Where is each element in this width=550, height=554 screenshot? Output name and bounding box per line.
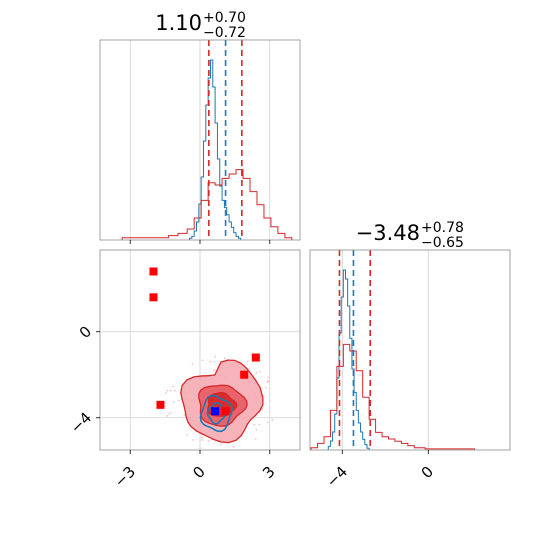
scatter-point xyxy=(172,385,174,388)
param2-title-value: −3.48 xyxy=(356,221,420,245)
red-square-marker xyxy=(149,293,158,302)
scatter-point xyxy=(253,423,256,426)
joint-contour-panel: −3 0 3 −4 0 xyxy=(67,249,301,491)
scatter-point xyxy=(262,395,265,397)
scatter-point xyxy=(183,414,186,416)
scatter-point xyxy=(265,386,267,389)
scatter-point xyxy=(267,380,270,382)
x-tick-label: 0 xyxy=(418,463,437,482)
param2-title-plus: +0.78 xyxy=(421,220,464,236)
histogram-step-red xyxy=(310,343,476,450)
scatter-point xyxy=(266,381,269,383)
blue-square-marker xyxy=(211,407,220,416)
scatter-point xyxy=(173,389,176,392)
scatter-point xyxy=(178,399,180,402)
scatter-point xyxy=(212,369,215,371)
red-square-marker xyxy=(221,407,230,416)
scatter-point xyxy=(209,361,212,363)
red-square-marker xyxy=(149,267,158,276)
scatter-point xyxy=(169,389,172,392)
blue-contour-level xyxy=(206,402,226,425)
scatter-point xyxy=(220,443,222,446)
scatter-point xyxy=(266,421,269,423)
scatter-point xyxy=(269,399,271,402)
scatter-point xyxy=(166,389,169,392)
red-square-marker xyxy=(240,370,249,379)
scatter-point xyxy=(166,415,168,417)
histogram-step-red xyxy=(121,169,293,240)
param2-title-minus: −0.65 xyxy=(421,235,464,251)
histogram-step-blue xyxy=(189,59,242,240)
histogram-step-blue xyxy=(327,269,370,450)
y-tick-label: 0 xyxy=(76,323,95,342)
scatter-point xyxy=(186,434,188,436)
blue-contour-level xyxy=(199,394,233,433)
panel-frame xyxy=(309,249,511,451)
scatter-point xyxy=(170,411,172,414)
scatter-point xyxy=(207,439,210,442)
x-tick-label: −3 xyxy=(111,463,139,491)
y-tick-label: −4 xyxy=(67,409,95,437)
scatter-point xyxy=(267,376,270,379)
scatter-point xyxy=(255,428,258,431)
scatter-point xyxy=(261,407,264,410)
scatter-point xyxy=(191,363,194,365)
scatter-point xyxy=(271,419,274,421)
scatter-point xyxy=(192,439,194,441)
scatter-point xyxy=(172,401,175,403)
x-tick-label: 3 xyxy=(259,463,278,482)
scatter-point xyxy=(201,436,203,439)
red-square-marker xyxy=(251,353,260,362)
scatter-point xyxy=(258,423,261,426)
scatter-point xyxy=(258,371,261,373)
scatter-point xyxy=(201,359,204,362)
scatter-point xyxy=(201,439,203,441)
scatter-point xyxy=(246,360,249,363)
x-tick-label: 0 xyxy=(189,463,208,482)
scatter-point xyxy=(248,367,250,370)
scatter-point xyxy=(213,360,216,363)
scatter-point xyxy=(223,357,226,360)
histogram-panel-param2: −4 0 xyxy=(309,249,511,491)
scatter-point xyxy=(254,438,257,440)
param1-title-minus: −0.72 xyxy=(203,25,246,41)
x-tick-label: −4 xyxy=(323,463,351,491)
scatter-point xyxy=(165,392,167,394)
histogram-panel-param1 xyxy=(99,39,301,244)
scatter-point xyxy=(255,372,258,374)
scatter-point xyxy=(214,355,216,358)
scatter-point xyxy=(232,445,235,448)
scatter-point xyxy=(168,413,170,415)
param1-title-value: 1.10 xyxy=(155,11,202,35)
param1-title-plus: +0.70 xyxy=(203,10,246,26)
red-square-marker xyxy=(156,400,165,409)
